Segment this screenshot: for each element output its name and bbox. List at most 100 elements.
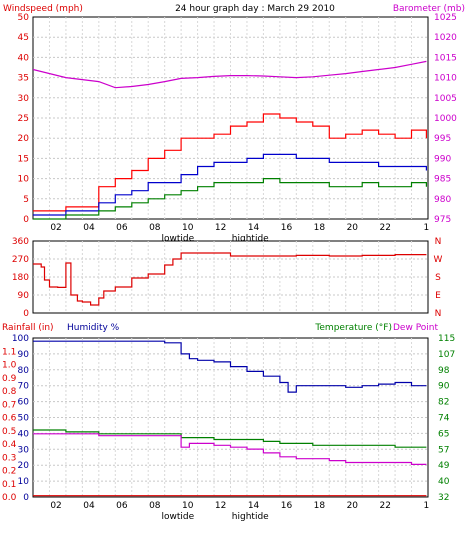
rainfall-axis-label: Rainfall (in): [2, 323, 54, 333]
temperature-y-tick-label: 107: [438, 350, 455, 360]
barometer-y-tick-label: 1005: [434, 94, 457, 104]
humidity-y-tick-label: 50: [18, 414, 30, 424]
temperature-axis-label: Temperature (°F): [314, 323, 392, 333]
temperature-y-tick-label: 32: [438, 493, 449, 503]
wind-panel-x-tick-label: 12: [215, 223, 226, 233]
temperature-y-tick-label: 115: [438, 334, 455, 344]
humidity-axis-label: Humidity %: [67, 323, 120, 333]
wind-panel-x-tick-label: 10: [182, 223, 194, 233]
windspeed-y-tick-label: 45: [18, 33, 29, 43]
rainfall-y-tick-label: 1.0: [2, 361, 17, 371]
rainfall-y-tick-label: 0.6: [2, 414, 17, 424]
direction-y-tick-label: 180: [12, 273, 29, 283]
humidity-panel-hightide-label: hightide: [232, 512, 269, 522]
barometer-line: [32, 60, 427, 89]
compass-y-tick-label: E: [435, 291, 441, 301]
temperature-y-tick-label: 98: [438, 366, 450, 376]
wind-panel-x-tick-label: 20: [347, 223, 359, 233]
rainfall-y-tick-label: 0.5: [2, 427, 16, 437]
windspeed-y-tick-label: 10: [18, 175, 30, 185]
humidity-y-tick-label: 30: [18, 445, 30, 455]
humidity-line: [33, 340, 427, 393]
rainfall-y-tick-label: 1.1: [2, 347, 16, 357]
direction-y-tick-label: 270: [12, 255, 29, 265]
humidity-y-tick-label: 40: [18, 429, 30, 439]
wind-panel-x-tick-label: 16: [281, 223, 293, 233]
wind-panel-x-tick-label: 1: [423, 223, 429, 233]
rainfall-y-tick-label: 0.7: [2, 400, 16, 410]
barometer-y-tick-label: 1025: [434, 13, 457, 23]
barometer-axis-label: Barometer (mb): [393, 4, 465, 14]
windspeed-line: [33, 113, 427, 212]
dew-point-line: [33, 433, 427, 465]
humidity-y-tick-label: 0: [23, 493, 29, 503]
windspeed-y-tick-label: 40: [18, 53, 30, 63]
humidity-panel-lowtide-label: lowtide: [162, 512, 195, 522]
wind-panel-hightide-label: hightide: [232, 234, 269, 244]
windspeed-y-tick-label: 25: [18, 114, 29, 124]
barometer-y-tick-label: 1020: [434, 33, 457, 43]
rainfall-y-tick-label: 0.3: [2, 453, 16, 463]
windspeed-axis-label: Windspeed (mph): [3, 4, 83, 14]
direction-y-tick-label: 0: [23, 309, 29, 319]
compass-y-tick-label: S: [435, 273, 441, 283]
windspeed-y-tick-label: 35: [18, 74, 29, 84]
compass-y-tick-label: N: [435, 237, 442, 247]
humidity-panel-x-tick-label: 18: [314, 501, 326, 511]
barometer-y-tick-label: 980: [434, 195, 451, 205]
compass-y-tick-label: W: [434, 255, 443, 265]
barometer-y-tick-label: 1000: [434, 114, 457, 124]
temperature-y-tick-label: 40: [438, 477, 450, 487]
wind-average-line: [33, 153, 427, 216]
wind-minimum-line: [33, 178, 427, 220]
humidity-panel-x-tick-label: 02: [50, 501, 61, 511]
barometer-y-tick-label: 975: [434, 215, 451, 225]
humidity-panel-x-tick-label: 1: [423, 501, 429, 511]
barometer-y-tick-label: 990: [434, 154, 451, 164]
wind-panel-x-tick-label: 02: [50, 223, 61, 233]
rainfall-y-tick-label: 0.1: [2, 480, 16, 490]
temperature-y-tick-label: 82: [438, 398, 449, 408]
barometer-y-tick-label: 1015: [434, 53, 457, 63]
graph-title: 24 hour graph day : March 29 2010: [175, 4, 335, 14]
humidity-panel-x-tick-label: 20: [347, 501, 359, 511]
humidity-panel-x-tick-label: 14: [248, 501, 260, 511]
barometer-y-tick-label: 985: [434, 175, 451, 185]
rainfall-y-tick-label: 0.2: [2, 467, 16, 477]
wind-panel-x-tick-label: 22: [379, 223, 390, 233]
temperature-y-tick-label: 74: [438, 414, 450, 424]
rainfall-y-tick-label: 0.4: [2, 440, 17, 450]
humidity-panel-x-tick-label: 22: [379, 501, 390, 511]
humidity-panel-x-tick-label: 16: [281, 501, 293, 511]
direction-line: [33, 252, 427, 306]
humidity-panel-x-tick-label: 08: [149, 501, 161, 511]
compass-y-tick-label: N: [435, 309, 442, 319]
wind-panel-lowtide-label: lowtide: [162, 234, 195, 244]
barometer-y-tick-label: 1010: [434, 74, 457, 84]
humidity-y-tick-label: 10: [18, 477, 30, 487]
humidity-panel-x-tick-label: 04: [83, 501, 95, 511]
windspeed-y-tick-label: 15: [18, 154, 29, 164]
temperature-y-tick-label: 65: [438, 429, 449, 439]
humidity-panel-x-tick-label: 06: [116, 501, 128, 511]
wind-panel-x-tick-label: 04: [83, 223, 95, 233]
humidity-y-tick-label: 20: [18, 461, 30, 471]
direction-y-tick-label: 360: [12, 237, 29, 247]
windspeed-y-tick-label: 0: [23, 215, 29, 225]
temperature-y-tick-label: 57: [438, 445, 449, 455]
humidity-y-tick-label: 70: [18, 382, 30, 392]
wind-panel-x-tick-label: 14: [248, 223, 260, 233]
humidity-panel-x-tick-label: 12: [215, 501, 226, 511]
wind-panel-x-tick-label: 06: [116, 223, 128, 233]
humidity-y-tick-label: 80: [18, 366, 30, 376]
wind-panel-x-tick-label: 08: [149, 223, 161, 233]
rainfall-y-tick-label: 0.8: [2, 387, 17, 397]
windspeed-y-tick-label: 5: [23, 195, 29, 205]
direction-y-tick-label: 90: [18, 291, 30, 301]
windspeed-y-tick-label: 50: [18, 13, 30, 23]
temperature-y-tick-label: 90: [438, 382, 450, 392]
rainfall-y-tick-label: 0.9: [2, 374, 17, 384]
dew-point-axis-label: Dew Point: [393, 323, 439, 333]
windspeed-y-tick-label: 30: [18, 94, 30, 104]
